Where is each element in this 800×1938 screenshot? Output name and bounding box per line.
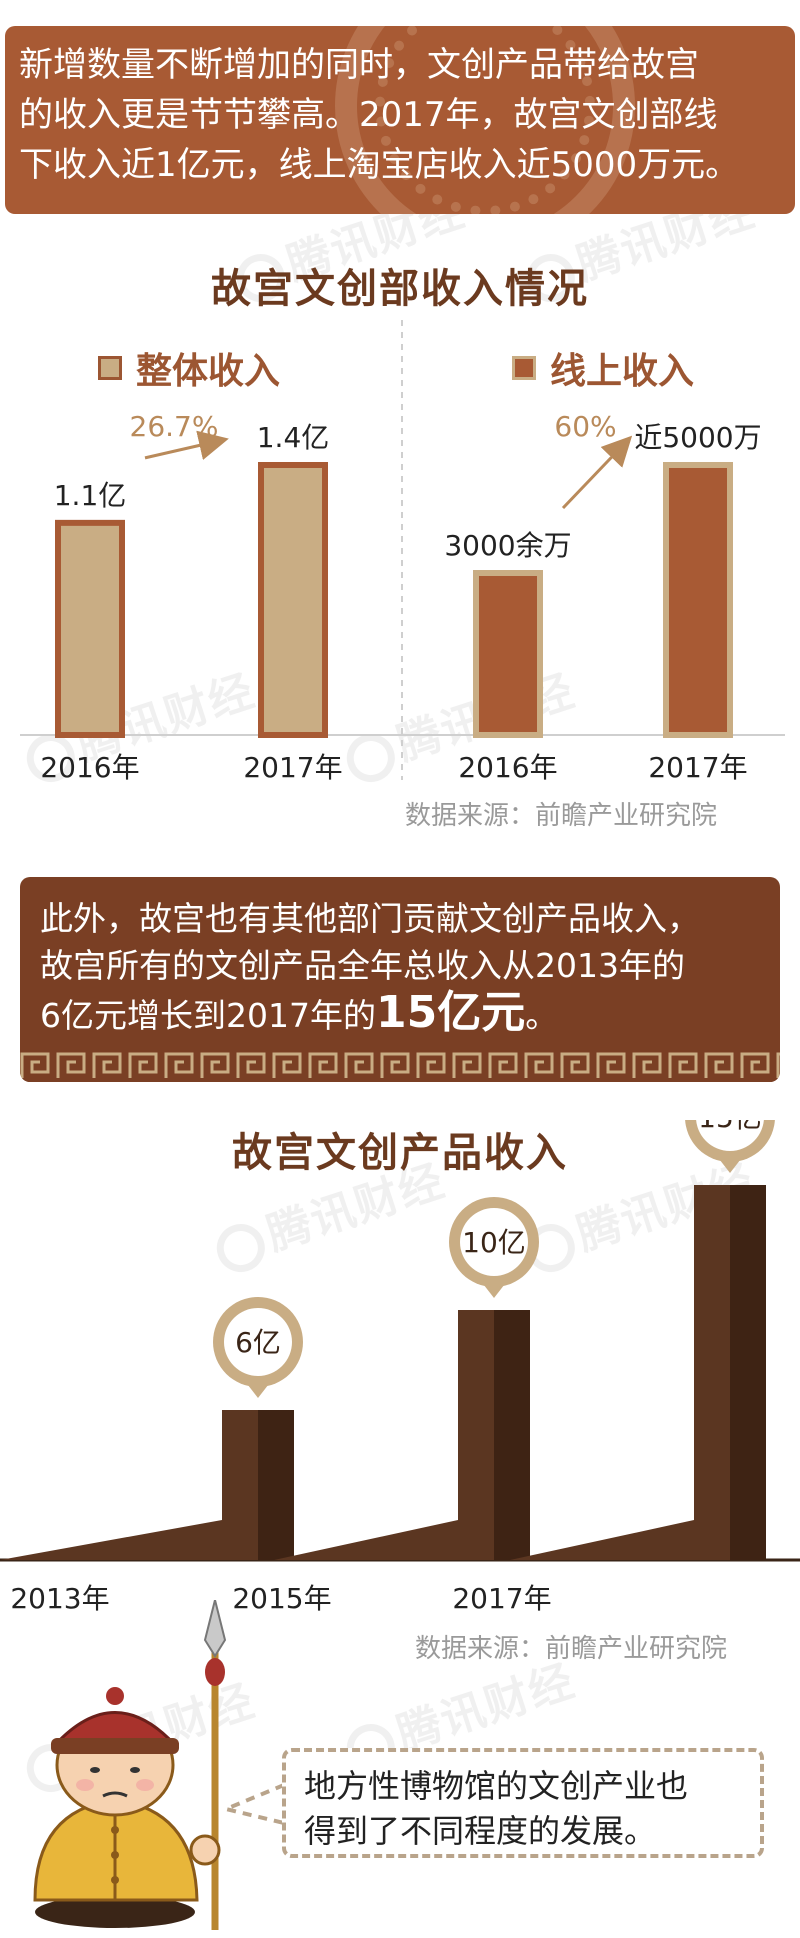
bar-value-label: 6亿 xyxy=(235,1326,281,1359)
ornament-circle xyxy=(375,26,595,214)
bubble-line: 地方性博物馆的文创产业也 xyxy=(304,1767,689,1805)
bar-value-label: 1.4亿 xyxy=(257,421,330,454)
x-tick-label: 2017年 xyxy=(648,751,747,784)
legend-label: 线上收入 xyxy=(550,351,695,392)
bar-side xyxy=(258,1410,294,1560)
bubble-pointer xyxy=(222,1783,285,1825)
revenue-bar-charts: 1.1亿 2016年 1.4亿 2017年 26.7% 3000余万 2016年 近5000万… xyxy=(20,320,785,784)
data-source: 数据来源：前瞻产业研究院 xyxy=(415,1634,728,1664)
bar-side xyxy=(730,1185,766,1560)
intro-line: 下收入近1亿元，线上淘宝店收入近5000万元。 xyxy=(19,145,740,185)
bar xyxy=(473,570,543,738)
chart-title: 故宫文创产品收入 xyxy=(232,1130,568,1176)
growth-label: 26.7% xyxy=(130,410,219,443)
fret-pattern xyxy=(20,1048,780,1082)
bar-value-label: 1.1亿 xyxy=(54,479,127,512)
bar xyxy=(55,519,125,738)
bar xyxy=(694,1185,730,1560)
bar-side xyxy=(494,1310,530,1560)
bar-value-label: 3000余万 xyxy=(444,529,571,562)
pin-face xyxy=(224,1308,292,1376)
intro-text: 新增数量不断增加的同时，文创产品带给故宫 的收入更是节节攀高。2017年，故宫文… xyxy=(5,26,795,190)
bar-shadow xyxy=(0,1500,294,1560)
intro-line: 新增数量不断增加的同时，文创产品带给故宫 xyxy=(19,45,699,85)
bar xyxy=(222,1410,258,1560)
intro-banner: 新增数量不断增加的同时，文创产品带给故宫 的收入更是节节攀高。2017年，故宫文… xyxy=(5,26,795,214)
x-tick-label: 2013年 xyxy=(10,1582,109,1615)
note-line: 。 xyxy=(525,996,559,1035)
bar-value-label: 近5000万 xyxy=(634,421,761,454)
chart-title: 故宫文创部收入情况 xyxy=(211,266,589,312)
x-tick-label: 2016年 xyxy=(458,751,557,784)
legend-label: 整体收入 xyxy=(136,351,281,392)
bar xyxy=(258,462,328,738)
legend-swatch xyxy=(512,356,536,380)
data-source: 数据来源：前瞻产业研究院 xyxy=(405,801,718,831)
x-tick-label: 2015年 xyxy=(232,1582,331,1615)
x-tick-label: 2017年 xyxy=(452,1582,551,1615)
pin-face xyxy=(460,1208,528,1276)
legend-online: 线上收入 xyxy=(512,342,694,394)
bubble-text: 地方性博物馆的文创产业也 得到了不同程度的发展。 xyxy=(286,1752,760,1854)
note-highlight: 15亿元 xyxy=(375,987,526,1038)
pin-face xyxy=(696,1120,764,1151)
bubble-line: 得到了不同程度的发展。 xyxy=(304,1812,657,1850)
intro-line: 的收入更是节节攀高。2017年，故宫文创部线 xyxy=(19,95,718,135)
bar xyxy=(458,1310,494,1560)
total-revenue-banner: 此外，故宫也有其他部门贡献文创产品收入， 故宫所有的文创产品全年总收入从2013… xyxy=(20,877,780,1082)
guard-mascot-illustration xyxy=(33,1600,227,1930)
growth-label: 60% xyxy=(554,410,616,443)
x-tick-label: 2016年 xyxy=(40,751,139,784)
bar-value-label: 10亿 xyxy=(462,1226,526,1259)
x-tick-label: 2017年 xyxy=(243,751,342,784)
note-line: 此外，故宫也有其他部门贡献文创产品收入， xyxy=(40,899,700,938)
legend-swatch xyxy=(98,356,122,380)
note-line: 故宫所有的文创产品全年总收入从2013年的 xyxy=(40,946,685,985)
legend-overall: 整体收入 xyxy=(98,342,280,394)
growth-arrow xyxy=(561,435,633,510)
note-line: 6亿元增长到2017年的 xyxy=(40,996,376,1035)
product-revenue-chart: 6亿 10亿 15亿 2013年 2015年 2017年 xyxy=(0,1120,800,1615)
speech-bubble: 地方性博物馆的文创产业也 得到了不同程度的发展。 xyxy=(282,1748,764,1858)
bar xyxy=(663,462,733,738)
bar-value-label: 15亿 xyxy=(698,1120,762,1134)
growth-arrow xyxy=(144,430,229,460)
note-text: 此外，故宫也有其他部门贡献文创产品收入， 故宫所有的文创产品全年总收入从2013… xyxy=(20,877,780,1039)
